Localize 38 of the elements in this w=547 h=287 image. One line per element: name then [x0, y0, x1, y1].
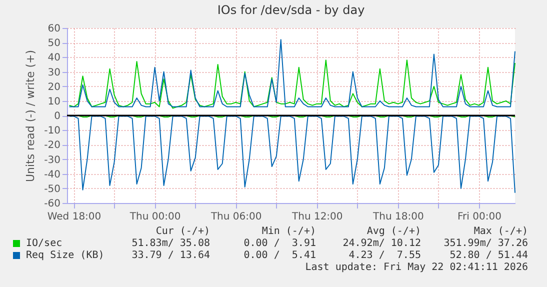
y-tick-label: 30 — [48, 67, 60, 78]
text: 51.83m/ 35.08 — [132, 238, 210, 250]
x-tick-label: Wed 18:00 — [47, 212, 102, 222]
line-series — [68, 60, 516, 109]
legend-label: Req Size (KB) — [26, 250, 104, 262]
y-tick-label: -50 — [44, 184, 60, 195]
text: 24.92m/ 10.12 — [342, 238, 421, 250]
text: 33.79 / 13.64 — [132, 250, 210, 262]
line-series — [68, 39, 516, 108]
y-tick-label: -20 — [44, 140, 60, 152]
y-axis-title: Units read (-) / write (+) — [24, 50, 38, 182]
y-tick-label: 10 — [48, 96, 60, 108]
text: Avg (-/+) — [366, 226, 421, 238]
x-tick-label: Thu 12:00 — [291, 212, 343, 222]
x-tick-label: Thu 00:00 — [128, 212, 181, 222]
text: Min (-/+) — [262, 226, 316, 238]
y-tick-label: 20 — [48, 82, 60, 93]
text: Last update: Fri May 22 02:41:11 2026 — [305, 262, 528, 274]
text: 0.00 / 3.91 — [244, 238, 316, 250]
x-tick-label: Thu 06:00 — [210, 212, 262, 222]
text: Cur (-/+) — [156, 226, 210, 238]
x-tick-label: Thu 18:00 — [372, 212, 424, 222]
text: 351.99m/ 37.26 — [444, 238, 528, 250]
y-tick-label: 0 — [54, 111, 60, 122]
y-tick-label: 50 — [48, 38, 60, 50]
y-tick-label: -40 — [44, 169, 60, 180]
text: Max (-/+) — [474, 226, 528, 238]
y-tick-label: -60 — [44, 198, 60, 210]
chart-title: IOs for /dev/sda - by day — [217, 3, 365, 17]
text: 4.23 / 7.55 — [348, 250, 421, 262]
y-tick-label: -10 — [44, 126, 60, 137]
text: 52.80 / 51.44 — [450, 250, 528, 262]
y-tick-label: -30 — [44, 154, 60, 166]
text: 0.00 / 5.41 — [244, 250, 316, 262]
legend-label: IO/sec — [26, 238, 62, 250]
y-tick-label: 60 — [48, 24, 60, 34]
y-tick-label: 40 — [48, 52, 60, 64]
x-tick-label: Fri 00:00 — [458, 212, 502, 222]
